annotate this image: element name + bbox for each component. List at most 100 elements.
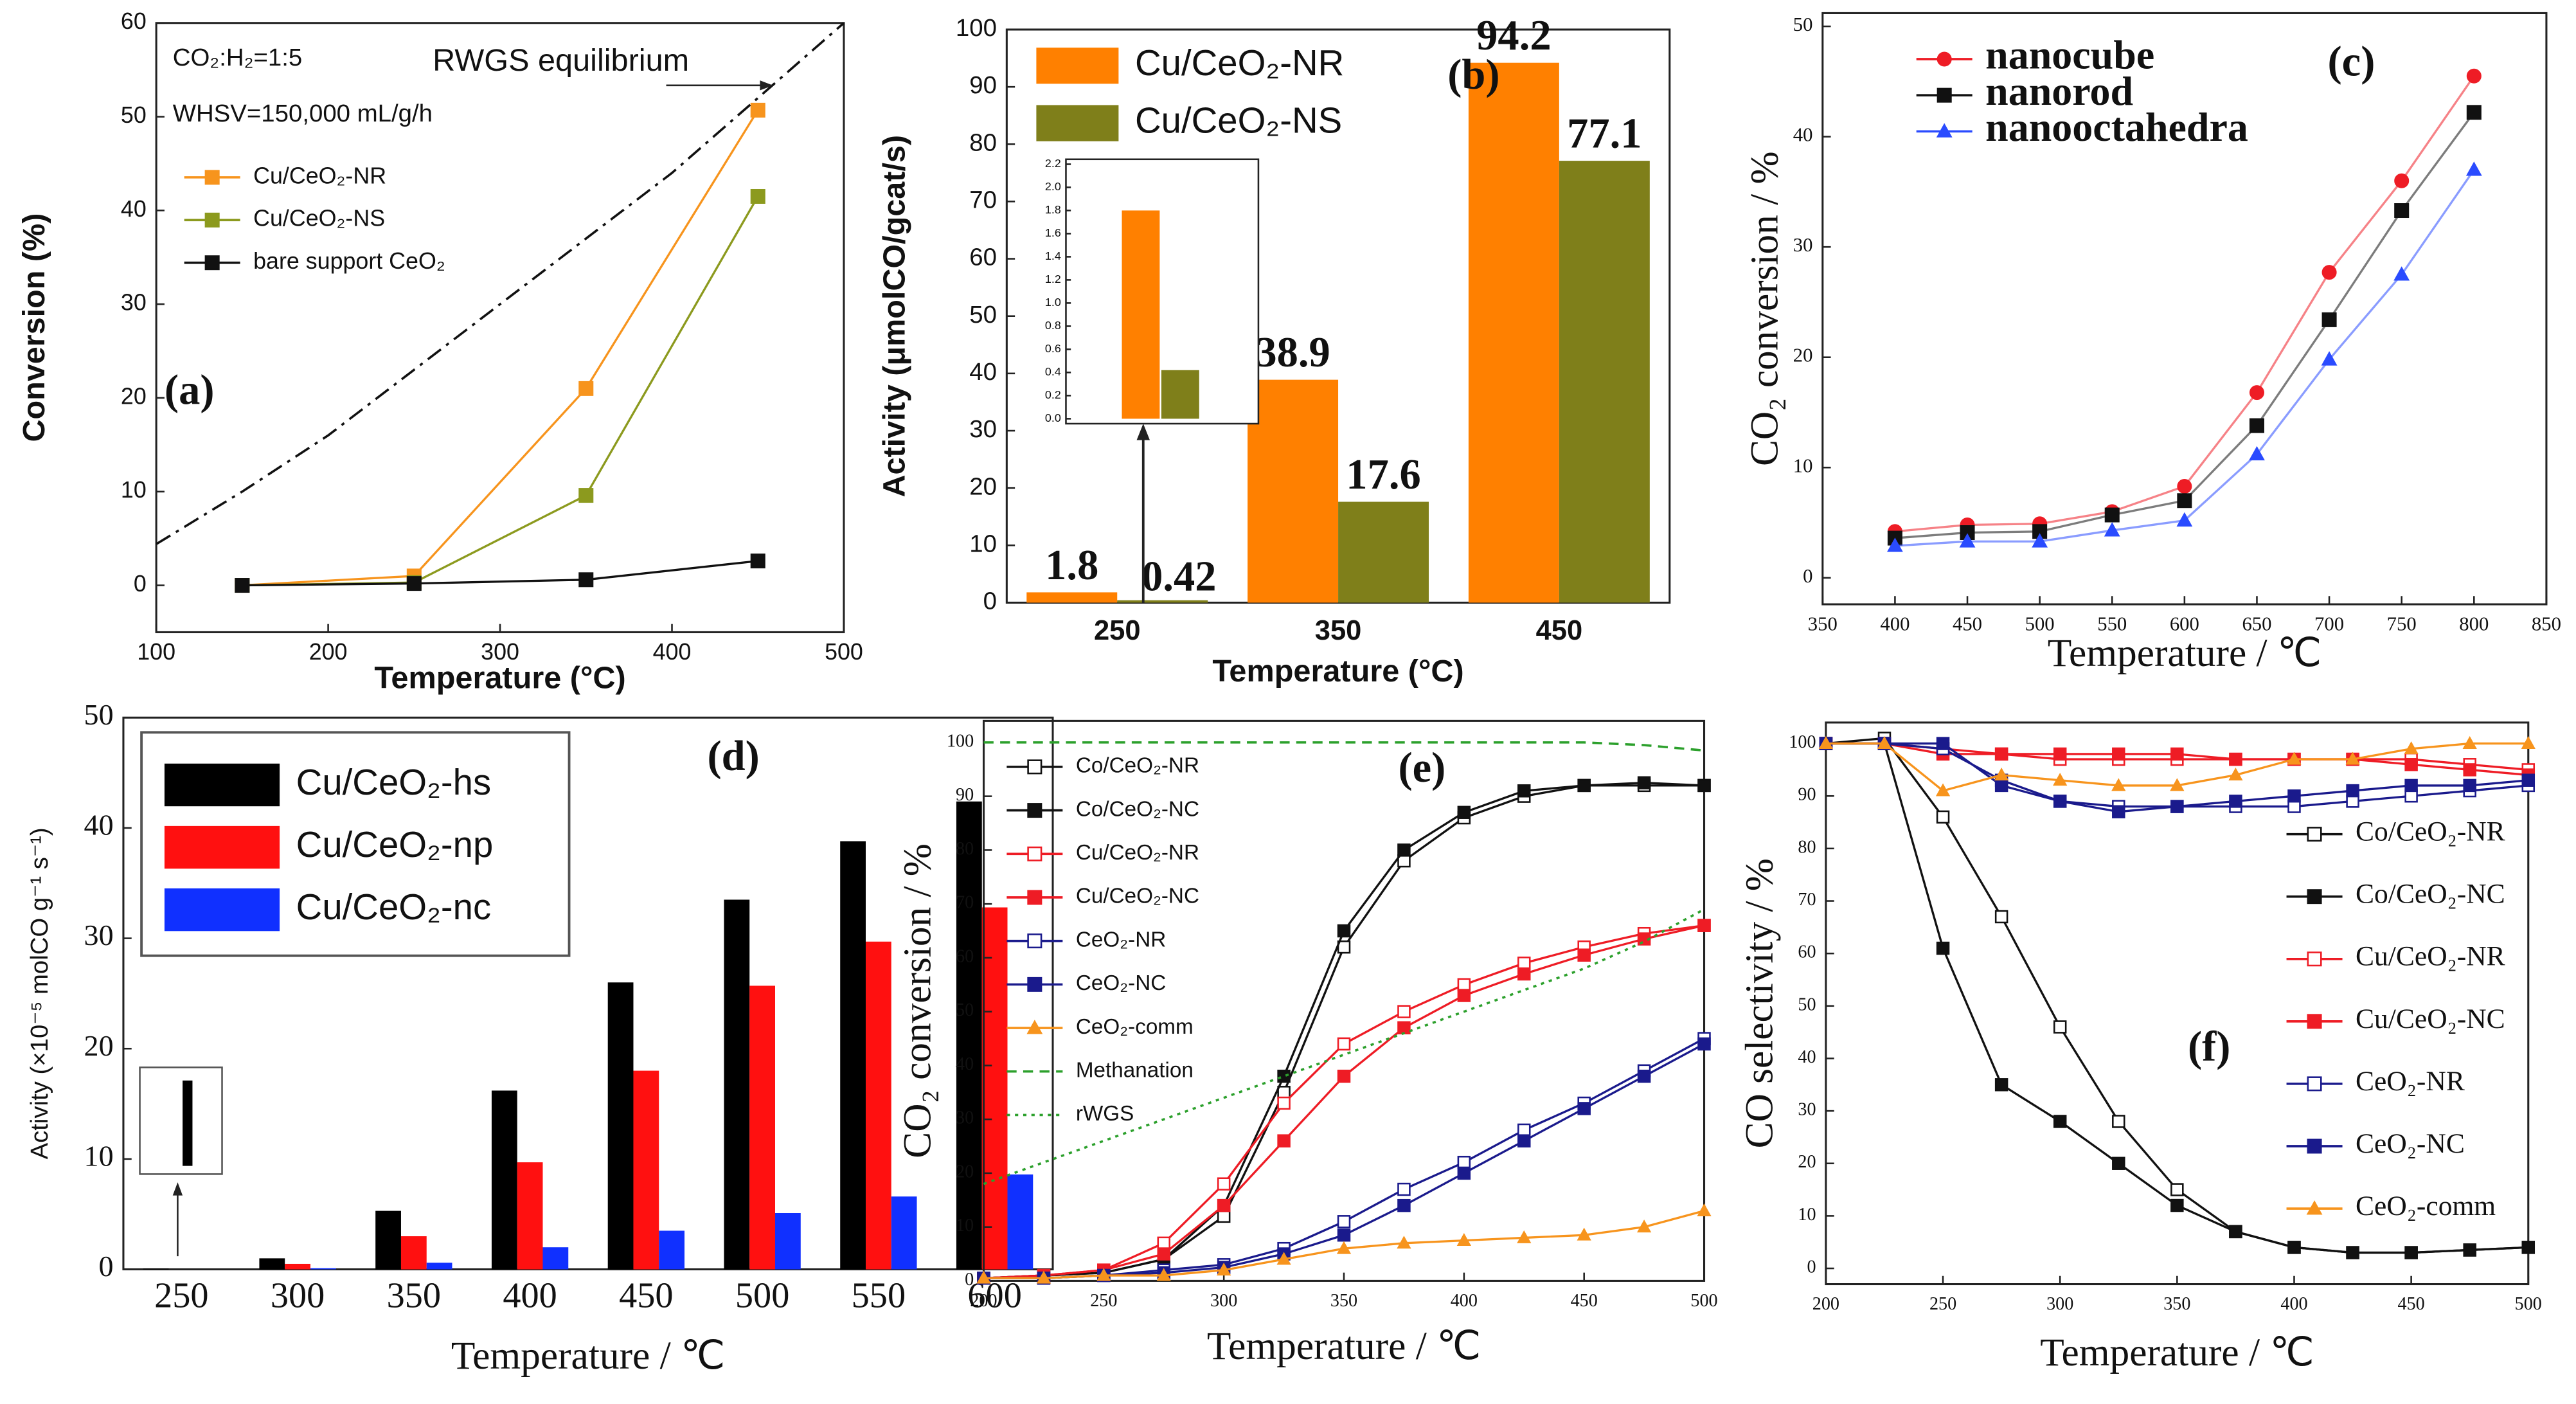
marker (578, 381, 594, 396)
marker (2249, 446, 2265, 461)
marker (1157, 1247, 1171, 1261)
bar (259, 1258, 285, 1270)
marker (1577, 1102, 1591, 1115)
marker (578, 572, 594, 588)
marker (1397, 1005, 1411, 1018)
marker (1397, 1198, 1411, 1212)
legend-label: Cu/CeO₂-nc (296, 887, 491, 927)
y-tick-label: 20 (956, 1162, 974, 1182)
value-label: 77.1 (1567, 111, 1641, 158)
y-tick-label: 20 (1798, 1152, 1816, 1172)
marker (1217, 1177, 1231, 1191)
marker (2321, 351, 2338, 366)
x-tick-label: 200 (309, 639, 348, 665)
marker (2112, 1156, 2125, 1170)
bar (774, 1212, 801, 1270)
marker (2404, 741, 2419, 755)
y-tick-label: 90 (956, 785, 974, 805)
marker (1397, 843, 1411, 857)
legend-label: Methanation (1076, 1059, 1194, 1083)
y-tick-label: 70 (1798, 890, 1816, 910)
marker (2112, 747, 2125, 761)
series-line (242, 109, 759, 587)
y-tick-label: 10 (956, 1216, 974, 1236)
marker (2176, 512, 2193, 527)
marker (2307, 1138, 2322, 1154)
marker (2466, 105, 2482, 120)
bar (426, 1263, 452, 1270)
x-tick-label: 400 (2280, 1294, 2307, 1314)
marker (2393, 266, 2410, 281)
marker (2032, 533, 2048, 548)
x-tick-label: 300 (271, 1275, 325, 1315)
series-line (242, 559, 758, 587)
series-line (983, 741, 1704, 752)
marker (1637, 776, 1651, 789)
marker (2321, 312, 2337, 327)
marker (2463, 1243, 2476, 1257)
marker (2346, 784, 2359, 798)
inset-bar-decor (183, 1080, 193, 1166)
x-tick-label: 250 (1090, 1291, 1117, 1311)
marker (2462, 736, 2477, 750)
y-tick-label: 40 (956, 1054, 974, 1074)
marker (1517, 1230, 1532, 1243)
x-tick-label: 100 (137, 639, 175, 665)
legend-label: CeO₂-comm (1076, 1015, 1194, 1039)
y-tick-label: 40 (1798, 1047, 1816, 1067)
marker (2521, 736, 2536, 750)
annotation: WHSV=150,000 mL/g/h (173, 100, 433, 127)
marker (2104, 507, 2120, 523)
legend-label: bare support CeO₂ (253, 248, 445, 274)
y-tick-label: 60 (121, 8, 147, 34)
arrow-head (1136, 424, 1150, 440)
marker (2111, 778, 2126, 791)
bar (491, 1090, 517, 1270)
y-tick-label: 10 (1798, 1205, 1816, 1225)
marker (1337, 924, 1351, 938)
x-tick-label: 700 (2314, 613, 2344, 634)
inset-y-tick-label: 1.6 (1045, 226, 1061, 239)
curve-label: RWGS equilibrium (433, 43, 689, 78)
value-label: 38.9 (1255, 329, 1330, 376)
marker (1157, 1236, 1171, 1250)
marker (1337, 1069, 1351, 1083)
y-tick-label: 80 (969, 129, 997, 156)
legend-label: nanocube (1985, 32, 2154, 78)
x-tick-label: 200 (970, 1291, 997, 1311)
marker (1276, 1252, 1291, 1265)
legend-label: Cu/CeO₂-NS (253, 206, 385, 231)
marker (1457, 989, 1471, 1002)
x-tick-label: 400 (653, 639, 692, 665)
marker (2307, 1076, 2322, 1092)
marker (1936, 810, 1950, 824)
marker (1936, 123, 1953, 138)
marker (1027, 759, 1042, 775)
marker (1994, 768, 2009, 781)
marker (2287, 1241, 2301, 1254)
marker (2521, 1241, 2536, 1254)
marker (750, 188, 765, 204)
marker (1517, 1123, 1531, 1137)
marker (1936, 87, 1952, 103)
marker (2466, 68, 2482, 84)
x-tick-label: 350 (1808, 613, 1838, 634)
marker (1277, 1096, 1291, 1110)
legend-label: CeO₂-NR (1076, 928, 1166, 951)
y-tick-label: 20 (969, 473, 997, 500)
legend-label: nanorod (1985, 68, 2133, 114)
y-tick-label: 10 (121, 477, 147, 503)
value-label: 0.42 (1141, 553, 1216, 600)
panel-label: (d) (708, 733, 760, 780)
inset-y-tick-label: 0.0 (1045, 411, 1061, 424)
bar (607, 982, 634, 1270)
legend-swatch (164, 888, 280, 932)
inset-y-tick-label: 1.4 (1045, 249, 1061, 262)
marker (1517, 957, 1531, 970)
x-tick-label: 250 (1929, 1294, 1956, 1314)
x-tick-label: 300 (1210, 1291, 1237, 1311)
panel-label: (c) (2328, 38, 2375, 85)
y-tick-label: 20 (1793, 345, 1813, 366)
x-tick-label: 350 (2163, 1294, 2190, 1314)
marker (1697, 919, 1711, 932)
